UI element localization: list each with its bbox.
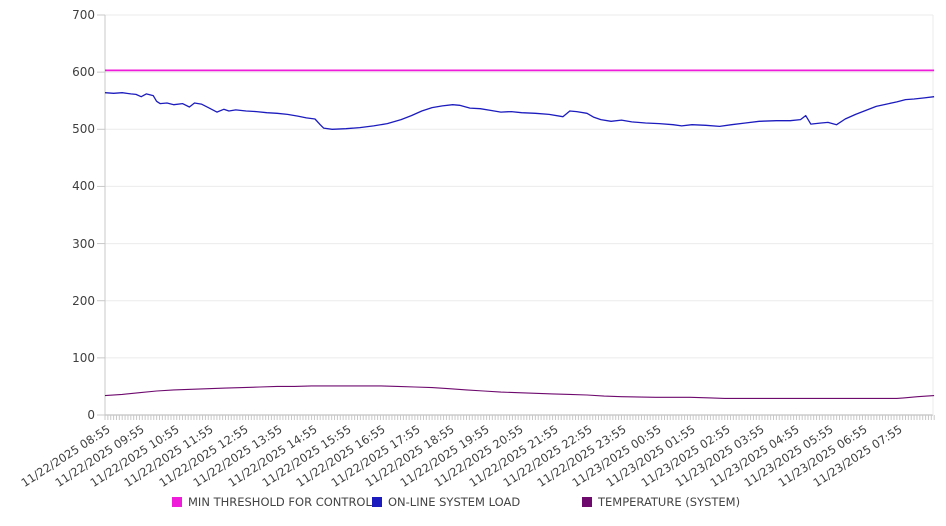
- legend-swatch-blue: [372, 497, 382, 507]
- y-tick-label: 600: [72, 65, 95, 80]
- legend-item-online-system-load: ON-LINE SYSTEM LOAD: [372, 495, 520, 509]
- y-tick-label: 100: [72, 350, 95, 365]
- legend-label: MIN THRESHOLD FOR CONTROL: [188, 495, 372, 509]
- y-tick-label: 0: [87, 408, 95, 422]
- y-tick-label: 300: [72, 236, 95, 251]
- chart-legend: MIN THRESHOLD FOR CONTROL ON-LINE SYSTEM…: [0, 495, 946, 515]
- legend-label: ON-LINE SYSTEM LOAD: [388, 495, 521, 509]
- legend-swatch-purple: [582, 497, 592, 507]
- legend-label: TEMPERATURE (SYSTEM): [598, 495, 741, 509]
- legend-item-min-threshold-for-control: MIN THRESHOLD FOR CONTROL: [172, 495, 372, 509]
- series-line-1: [104, 92, 935, 130]
- y-tick-label: 500: [72, 122, 95, 137]
- y-tick-label: 400: [72, 179, 95, 194]
- y-tick-label: 200: [72, 293, 95, 308]
- y-tick-label: 700: [72, 8, 95, 22]
- series-line-2: [104, 385, 935, 399]
- legend-item-temperature-system: TEMPERATURE (SYSTEM): [582, 495, 740, 509]
- legend-swatch-magenta: [172, 497, 182, 507]
